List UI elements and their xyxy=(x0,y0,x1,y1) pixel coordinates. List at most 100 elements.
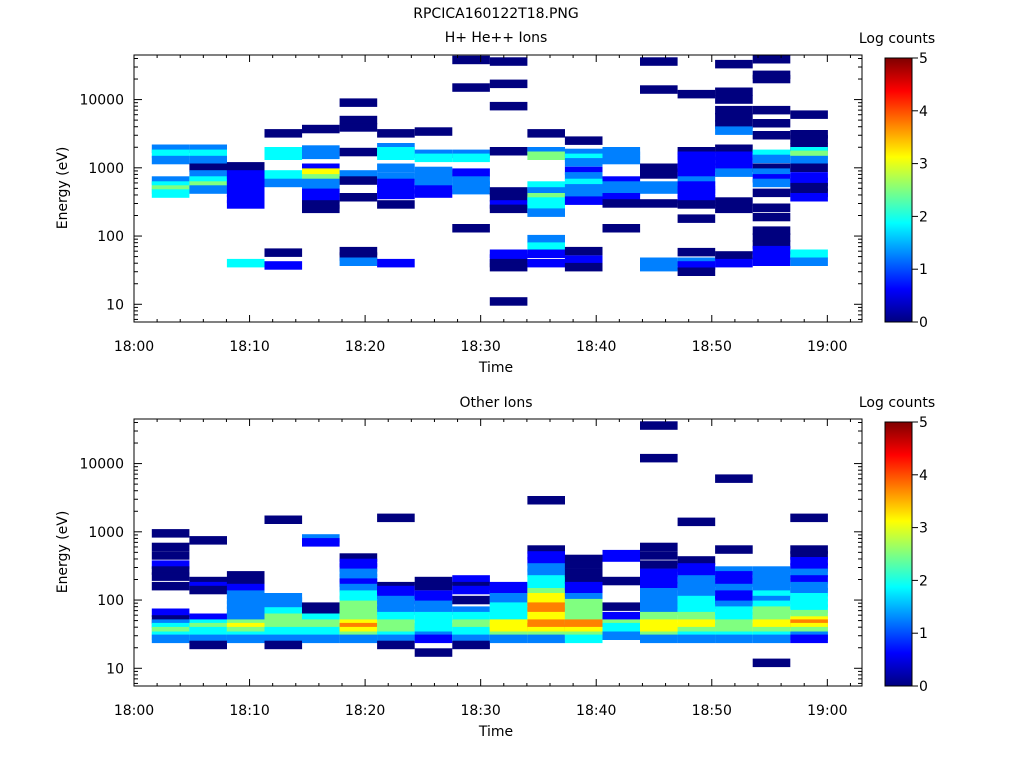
x-tick-label: 18:40 xyxy=(576,339,616,355)
heatmap-cell xyxy=(790,563,828,572)
heatmap-cell xyxy=(527,581,565,591)
heatmap-cell xyxy=(640,453,678,463)
heatmap-cell xyxy=(377,185,415,194)
heatmap-cell xyxy=(527,557,565,566)
heatmap-cell xyxy=(452,168,490,177)
heatmap-cell xyxy=(527,208,565,217)
heatmap-cell xyxy=(602,553,641,562)
heatmap-cell xyxy=(302,200,340,209)
heatmap-cell xyxy=(527,593,565,602)
heatmap-cell xyxy=(715,113,753,122)
heatmap-cell xyxy=(264,626,303,636)
heatmap-cell xyxy=(564,255,603,264)
heatmap-cell xyxy=(339,573,378,583)
heatmap-cell xyxy=(640,604,678,613)
heatmap-cell xyxy=(564,148,603,158)
heatmap-cell xyxy=(414,595,453,605)
heatmap-cell xyxy=(489,204,528,214)
heatmap-cell xyxy=(377,585,415,595)
panel-other-ions: Other Ions 18:00 18:10 18:20 18:30 18:40 18:5… xyxy=(55,395,935,740)
heatmap-cell xyxy=(189,613,227,622)
heatmap-cell xyxy=(414,611,453,621)
heatmap-cell xyxy=(452,585,490,595)
heatmap-cell xyxy=(377,147,415,156)
heatmap-cell xyxy=(564,588,603,597)
heatmap-cell xyxy=(339,193,378,202)
colorbar-tick-label: 2 xyxy=(919,573,928,589)
heatmap-cell xyxy=(564,262,603,272)
heatmap-cell xyxy=(790,130,828,139)
heatmap-cell xyxy=(602,181,641,190)
heatmap-cell xyxy=(302,178,340,188)
heatmap-cell xyxy=(564,568,603,578)
heatmap-cell xyxy=(264,607,303,616)
heatmap-cell xyxy=(339,626,378,636)
heatmap-cell xyxy=(339,553,378,562)
heatmap-cell xyxy=(790,604,828,613)
heatmap-cell xyxy=(715,251,753,260)
x-tick-label: 18:30 xyxy=(460,703,500,719)
heatmap-cell xyxy=(790,513,828,523)
heatmap-cell xyxy=(677,89,716,99)
heatmap-cell xyxy=(151,626,190,636)
heatmap-cell xyxy=(489,626,528,636)
heatmap-cell xyxy=(790,626,828,636)
y-axis-label: Energy (eV) xyxy=(55,511,71,594)
heatmap-cell xyxy=(414,576,453,586)
heatmap-cell xyxy=(527,588,565,597)
heatmap-cell xyxy=(527,568,565,578)
heatmap-cell xyxy=(790,634,828,644)
heatmap-cell xyxy=(489,611,528,621)
heatmap-cell xyxy=(715,120,753,129)
x-axis-label: Time xyxy=(478,724,513,740)
colorbar-ticks: 0 1 2 3 4 5 xyxy=(912,51,928,331)
heatmap-cell xyxy=(302,194,340,204)
heatmap-cell xyxy=(752,212,791,222)
heatmap-cell xyxy=(302,608,340,617)
heatmap-cell xyxy=(489,200,528,209)
heatmap-cell xyxy=(640,568,678,578)
heatmap-cell xyxy=(151,529,190,538)
heatmap-cell xyxy=(414,634,453,644)
heatmap-cell xyxy=(489,297,528,306)
heatmap-cell xyxy=(752,634,791,644)
heatmap-cell xyxy=(527,634,565,644)
heatmap-cell xyxy=(677,517,716,527)
heatmap-cell xyxy=(302,124,340,134)
heatmap-cell xyxy=(414,174,453,183)
colorbar xyxy=(884,57,913,323)
heatmap-cell xyxy=(151,566,190,575)
heatmap-cell xyxy=(715,144,753,153)
heatmap-cell xyxy=(377,513,415,523)
heatmap-cell xyxy=(677,200,716,209)
heatmap-cell xyxy=(527,151,565,160)
heatmap-cell xyxy=(339,257,378,266)
heatmap-cell xyxy=(790,598,828,608)
heatmap-cell xyxy=(715,571,753,580)
heatmap-cell xyxy=(752,571,791,580)
heatmap-cell xyxy=(715,163,753,172)
heatmap-cell xyxy=(640,593,678,602)
heatmap-cell xyxy=(189,536,227,545)
heatmap-cell xyxy=(339,563,378,572)
heatmap-cell xyxy=(452,153,490,163)
heatmap-cell xyxy=(377,190,415,200)
heatmap-cell xyxy=(527,187,565,196)
colorbar-tick-label: 0 xyxy=(919,315,928,331)
heatmap-cell xyxy=(527,545,565,554)
heatmap-cell xyxy=(414,127,453,136)
heatmap-cell xyxy=(226,181,265,190)
heatmap-cell xyxy=(339,590,378,599)
heatmap-cell xyxy=(377,634,415,644)
heatmap-cell xyxy=(677,556,716,565)
heatmap-cell xyxy=(677,147,716,156)
heatmap-cell xyxy=(226,578,265,587)
heatmap-cell xyxy=(790,551,828,560)
heatmap-cell xyxy=(151,581,190,591)
colorbar-tick-label: 4 xyxy=(919,468,928,484)
heatmap-cell xyxy=(715,59,753,69)
heatmap-cell xyxy=(752,149,791,159)
x-tick-label: 18:00 xyxy=(114,703,154,719)
x-tick-label: 18:50 xyxy=(692,703,732,719)
heatmap-cell xyxy=(527,626,565,636)
